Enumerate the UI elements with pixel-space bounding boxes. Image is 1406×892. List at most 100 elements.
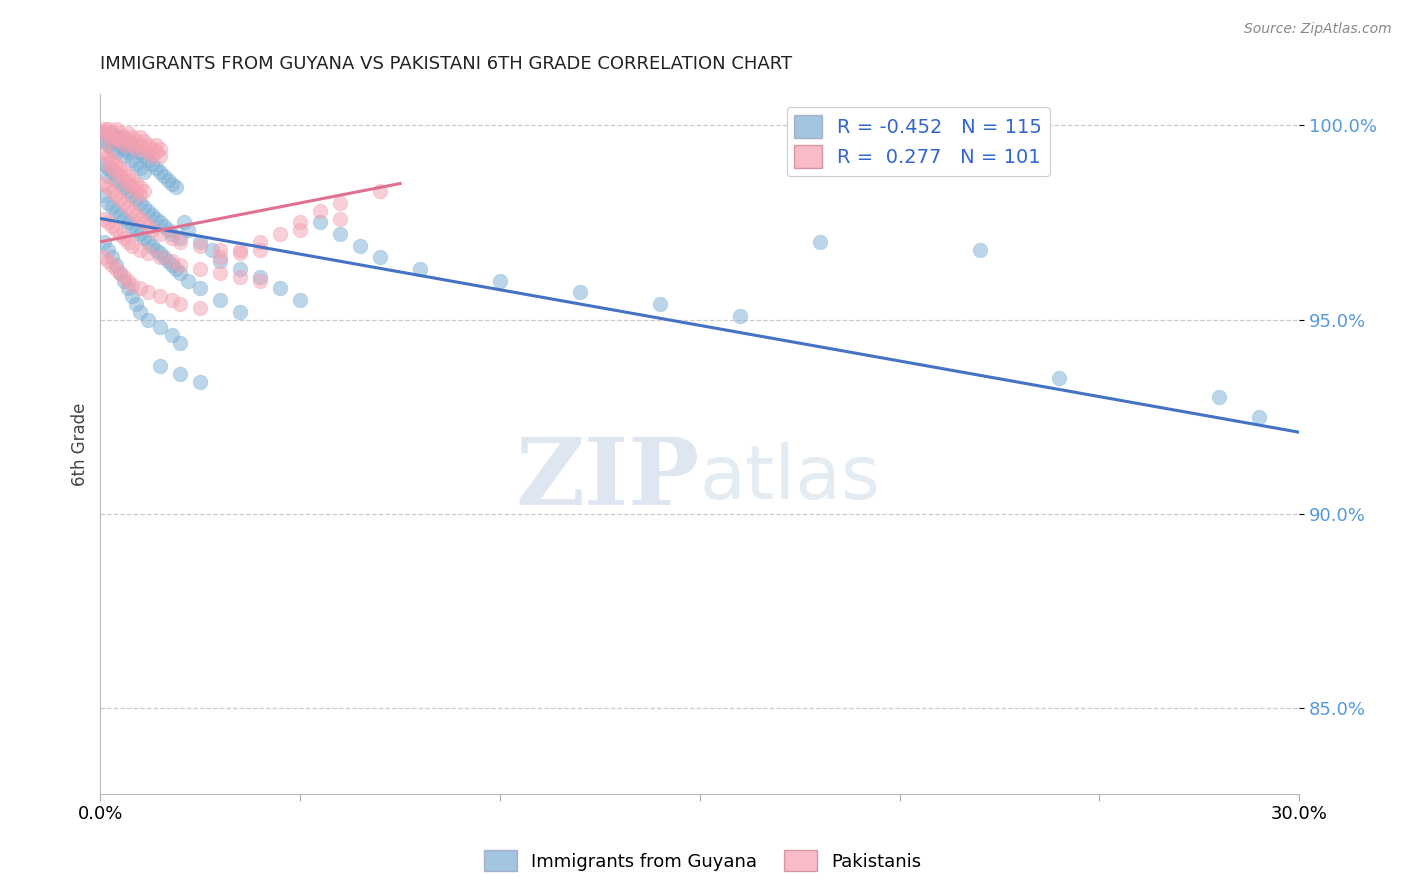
Point — [93, 251, 115, 265]
Point — [101, 126, 124, 140]
Point — [209, 254, 232, 268]
Point — [97, 161, 120, 175]
Point — [188, 375, 211, 389]
Point — [129, 211, 152, 226]
Point — [110, 266, 132, 280]
Point — [97, 129, 120, 144]
Point — [112, 165, 135, 179]
Point — [201, 243, 224, 257]
Point — [169, 231, 191, 245]
Text: atlas: atlas — [700, 442, 880, 516]
Point — [229, 262, 252, 277]
Point — [229, 246, 252, 260]
Point — [188, 281, 211, 295]
Point — [97, 149, 120, 163]
Point — [288, 215, 311, 229]
Point — [249, 235, 271, 249]
Text: Source: ZipAtlas.com: Source: ZipAtlas.com — [1244, 22, 1392, 37]
Point — [728, 309, 751, 323]
Point — [141, 223, 163, 237]
Point — [188, 301, 211, 315]
Point — [149, 289, 172, 303]
Point — [169, 335, 191, 350]
Point — [101, 200, 124, 214]
Point — [112, 172, 135, 186]
Point — [110, 134, 132, 148]
Point — [145, 211, 167, 226]
Point — [110, 208, 132, 222]
Point — [136, 285, 159, 300]
Point — [209, 243, 232, 257]
Point — [149, 215, 172, 229]
Point — [105, 122, 128, 136]
Point — [129, 180, 152, 194]
Point — [153, 251, 176, 265]
Point — [149, 142, 172, 156]
Point — [125, 142, 148, 156]
Point — [129, 161, 152, 175]
Point — [149, 165, 172, 179]
Point — [101, 219, 124, 234]
Point — [93, 126, 115, 140]
Point — [129, 281, 152, 295]
Point — [157, 172, 180, 186]
Point — [110, 227, 132, 241]
Point — [93, 235, 115, 249]
Point — [368, 251, 391, 265]
Text: IMMIGRANTS FROM GUYANA VS PAKISTANI 6TH GRADE CORRELATION CHART: IMMIGRANTS FROM GUYANA VS PAKISTANI 6TH … — [100, 55, 793, 73]
Point — [349, 238, 371, 252]
Point — [110, 129, 132, 144]
Point — [129, 129, 152, 144]
Point — [93, 134, 115, 148]
Point — [97, 122, 120, 136]
Point — [110, 137, 132, 152]
Point — [110, 266, 132, 280]
Point — [162, 231, 184, 245]
Point — [97, 169, 120, 183]
Legend: R = -0.452   N = 115, R =  0.277   N = 101: R = -0.452 N = 115, R = 0.277 N = 101 — [786, 107, 1050, 176]
Point — [125, 157, 148, 171]
Point — [136, 137, 159, 152]
Point — [125, 223, 148, 237]
Point — [112, 274, 135, 288]
Point — [125, 208, 148, 222]
Point — [136, 312, 159, 326]
Point — [93, 211, 115, 226]
Point — [101, 142, 124, 156]
Point — [121, 137, 143, 152]
Point — [105, 129, 128, 144]
Point — [121, 203, 143, 218]
Point — [121, 129, 143, 144]
Point — [121, 219, 143, 234]
Point — [368, 184, 391, 198]
Point — [1208, 390, 1230, 404]
Point — [125, 177, 148, 191]
Point — [117, 169, 139, 183]
Point — [136, 153, 159, 168]
Point — [112, 211, 135, 226]
Point — [141, 149, 163, 163]
Point — [269, 281, 291, 295]
Point — [269, 227, 291, 241]
Point — [134, 165, 156, 179]
Point — [1249, 409, 1271, 424]
Point — [329, 196, 352, 211]
Point — [117, 184, 139, 198]
Point — [105, 188, 128, 202]
Point — [149, 246, 172, 260]
Point — [149, 320, 172, 334]
Point — [97, 137, 120, 152]
Point — [105, 262, 128, 277]
Point — [112, 196, 135, 211]
Point — [129, 243, 152, 257]
Point — [97, 254, 120, 268]
Point — [117, 126, 139, 140]
Point — [229, 269, 252, 284]
Point — [134, 231, 156, 245]
Point — [149, 149, 172, 163]
Point — [129, 305, 152, 319]
Point — [105, 203, 128, 218]
Point — [112, 269, 135, 284]
Point — [177, 274, 200, 288]
Point — [117, 235, 139, 249]
